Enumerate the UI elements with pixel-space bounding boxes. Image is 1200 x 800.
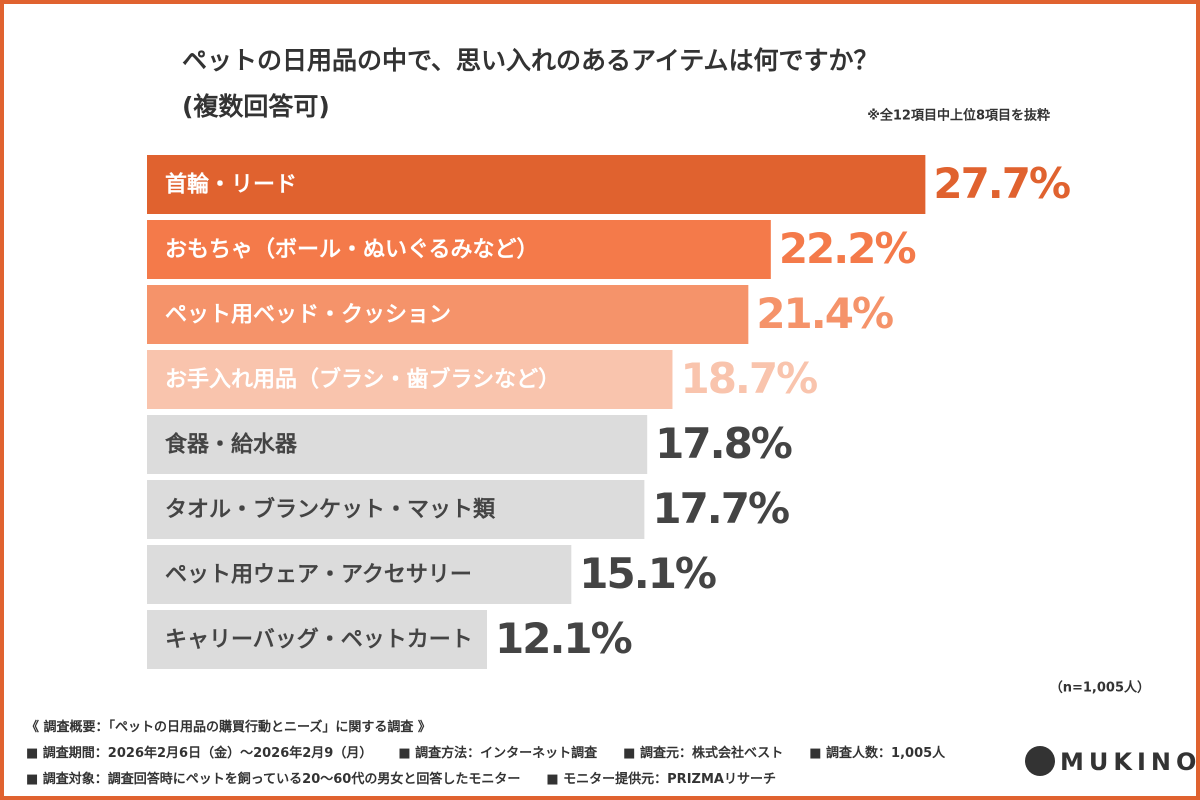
footer-item: ■ 調査元：株式会社ベスト <box>623 746 784 761</box>
category-label: おもちゃ（ボール・ぬいぐるみなど） <box>165 238 539 263</box>
footer-row: ■ 調査期間：2026年2月6日（金）〜2026年2月9（月） ■ 調査方法：イン… <box>26 742 945 761</box>
category-label: キャリーバッグ・ペットカート <box>165 627 473 653</box>
chart-subtitle: (複数回答可) <box>182 92 330 121</box>
category-label: 食器・給水器 <box>165 432 298 458</box>
logo-text: MUKINO <box>1060 748 1196 776</box>
note: ※全12項目中上位8項目を抜粋 <box>867 108 1050 124</box>
value-label: 17.8% <box>655 419 792 468</box>
logo: MUKINO <box>1025 746 1196 776</box>
value-label: 15.1% <box>579 549 716 598</box>
value-label: 27.7% <box>933 159 1070 208</box>
logo-icon <box>1025 746 1055 776</box>
bar <box>147 155 926 214</box>
chart: ペットの日用品の中で、思い入れのあるアイテムは何ですか？ (複数回答可) ※全1… <box>147 46 1196 776</box>
footer-item: ■ 調査方法：インターネット調査 <box>398 746 598 761</box>
category-label: タオル・ブランケット・マット類 <box>165 497 496 523</box>
category-label: 首輪・リード <box>165 172 297 198</box>
footer-item: ■ 調査対象：調査回答時にペットを飼っている20〜60代の男女と回答したモニター <box>26 772 521 787</box>
chart-title: ペットの日用品の中で、思い入れのあるアイテムは何ですか？ <box>182 46 879 75</box>
bar <box>147 610 488 669</box>
footer-item: ■ 調査人数：1,005人 <box>809 746 946 761</box>
bar <box>147 285 749 344</box>
bar <box>147 480 645 539</box>
bar <box>147 545 572 604</box>
value-label: 18.7% <box>680 354 817 403</box>
footer-row: ■ 調査対象：調査回答時にペットを飼っている20〜60代の男女と回答したモニター… <box>26 768 776 787</box>
bar <box>147 350 673 409</box>
footer-heading: 《 調査概要：「ペットの日用品の購買行動とニーズ」に関する調査 》 <box>26 720 431 735</box>
value-label: 21.4% <box>756 289 893 338</box>
value-label: 12.1% <box>495 614 632 663</box>
footer-item: ■ モニター提供元：PRIZMAリサーチ <box>546 772 776 787</box>
bar <box>147 220 771 279</box>
footer-item: ■ 調査期間：2026年2月6日（金）〜2026年2月9（月） <box>26 746 373 761</box>
category-label: お手入れ用品（ブラシ・歯ブラシなど） <box>165 367 560 393</box>
category-label: ペット用ベッド・クッション <box>165 303 451 328</box>
value-label: 17.7% <box>652 484 789 533</box>
sample-size: （n=1,005人） <box>1050 680 1150 696</box>
category-label: ペット用ウェア・アクセサリー <box>165 563 472 588</box>
value-label: 22.2% <box>779 224 916 273</box>
bar <box>147 415 648 474</box>
